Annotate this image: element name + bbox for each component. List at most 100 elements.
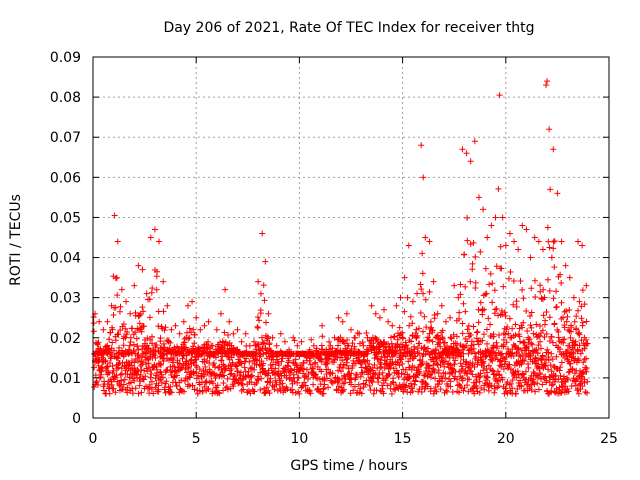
data-point	[528, 387, 535, 394]
data-point	[490, 371, 497, 378]
data-point	[423, 324, 430, 331]
data-point	[553, 288, 560, 295]
data-point	[310, 342, 317, 349]
data-point	[519, 357, 526, 364]
data-point	[209, 380, 216, 387]
data-point	[563, 307, 570, 314]
data-point	[117, 303, 124, 310]
data-point	[211, 360, 218, 367]
data-point	[483, 290, 490, 297]
data-point	[460, 300, 467, 307]
data-point	[510, 278, 517, 285]
data-point	[437, 386, 444, 393]
data-point	[477, 299, 484, 306]
data-point	[583, 389, 590, 396]
data-point	[310, 365, 317, 372]
data-point	[388, 390, 395, 397]
data-point	[118, 377, 125, 384]
data-point	[417, 281, 424, 288]
data-point	[464, 326, 471, 333]
data-point	[393, 302, 400, 309]
data-point	[501, 309, 508, 316]
data-point	[566, 360, 573, 367]
data-point	[238, 338, 245, 345]
data-point	[528, 324, 535, 331]
data-point	[570, 337, 577, 344]
data-point	[273, 342, 280, 349]
data-point	[256, 361, 263, 368]
data-point	[484, 369, 491, 376]
data-point	[457, 281, 464, 288]
data-point	[226, 318, 233, 325]
data-point	[160, 358, 167, 365]
data-point	[236, 372, 243, 379]
data-point	[259, 346, 266, 353]
data-point	[106, 390, 113, 397]
data-point	[409, 298, 416, 305]
data-point	[208, 372, 215, 379]
data-point	[319, 333, 326, 340]
data-point	[389, 344, 396, 351]
data-point	[443, 388, 450, 395]
data-point	[357, 385, 364, 392]
data-point	[258, 375, 265, 382]
data-point	[536, 322, 543, 329]
data-point	[399, 334, 406, 341]
data-point	[284, 362, 291, 369]
data-point	[459, 375, 466, 382]
data-point	[505, 365, 512, 372]
y-axis-title: ROTI / TECUs	[8, 194, 24, 286]
data-point	[411, 381, 418, 388]
y-tick-labels: 0 0.01 0.02 0.03 0.04 0.05 0.06 0.07 0.08 0.09	[50, 50, 81, 427]
data-point	[555, 328, 562, 335]
data-point	[569, 346, 576, 353]
data-point	[401, 376, 408, 383]
data-point	[167, 383, 174, 390]
data-point	[461, 384, 468, 391]
data-point	[575, 390, 582, 397]
data-point	[403, 342, 410, 349]
data-point	[471, 390, 478, 397]
data-point	[216, 363, 223, 370]
data-point	[308, 336, 315, 343]
data-point	[498, 307, 505, 314]
data-point	[485, 387, 492, 394]
data-point	[474, 328, 481, 335]
data-point	[371, 361, 378, 368]
data-point	[404, 389, 411, 396]
data-point	[301, 379, 308, 386]
data-point	[512, 390, 519, 397]
data-point	[432, 346, 439, 353]
data-point	[105, 369, 112, 376]
data-point	[109, 324, 116, 331]
data-point	[512, 332, 519, 339]
data-point	[513, 303, 520, 310]
data-point	[158, 371, 165, 378]
data-point	[266, 390, 273, 397]
data-point	[535, 333, 542, 340]
data-point	[424, 334, 431, 341]
data-point	[491, 389, 498, 396]
data-point	[391, 333, 398, 340]
data-point	[558, 299, 565, 306]
data-point	[519, 222, 526, 229]
data-point	[220, 361, 227, 368]
data-point	[527, 322, 534, 329]
data-point	[349, 340, 356, 347]
data-point	[415, 366, 422, 373]
data-point	[302, 382, 309, 389]
data-point	[139, 353, 146, 360]
data-point	[406, 322, 413, 329]
data-point	[220, 387, 227, 394]
data-point	[318, 342, 325, 349]
data-point	[90, 328, 97, 335]
data-point	[345, 365, 352, 372]
data-point	[123, 298, 130, 305]
data-point	[143, 290, 150, 297]
data-point	[233, 363, 240, 370]
data-point	[186, 334, 193, 341]
data-point	[472, 279, 479, 286]
y-tick-label: 0.09	[50, 50, 81, 66]
data-point	[224, 386, 231, 393]
